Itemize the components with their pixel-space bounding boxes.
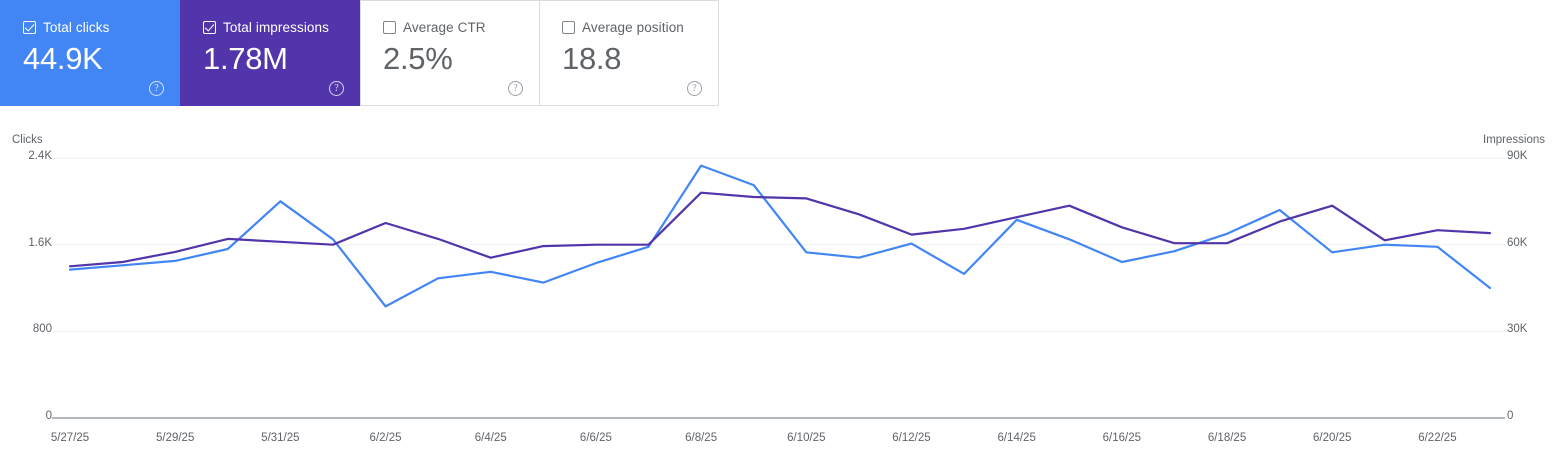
x-axis-tick-label: 6/4/25 (474, 432, 507, 444)
metric-value: 44.9K (23, 41, 103, 76)
x-axis-tick-label: 6/6/25 (579, 432, 612, 444)
left-axis-tick-label: 0 (45, 410, 52, 422)
help-icon[interactable]: ? (687, 81, 702, 96)
right-axis-title: Impressions (1483, 134, 1545, 146)
right-axis-tick-label: 30K (1507, 323, 1528, 336)
metric-header: Total clicks (23, 19, 158, 35)
x-axis-tick-label: 5/27/25 (50, 432, 90, 444)
checkbox-icon[interactable] (203, 20, 216, 34)
metric-cards-row: Total clicks 44.9K ? Total impressions 1… (0, 0, 719, 106)
checkbox-icon[interactable] (23, 20, 36, 34)
x-axis-tick-label: 6/12/25 (892, 432, 931, 444)
metric-label: Total clicks (43, 19, 110, 35)
help-icon[interactable]: ? (149, 81, 164, 96)
x-axis-tick-label: 6/10/25 (787, 432, 826, 444)
metric-header: Average CTR (383, 19, 517, 35)
x-axis-tick-label: 5/31/25 (261, 432, 300, 444)
x-axis-tick-label: 6/16/25 (1102, 432, 1142, 444)
help-icon[interactable]: ? (508, 81, 523, 96)
left-axis-title: Clicks (12, 134, 43, 146)
metric-header: Average position (562, 19, 696, 35)
x-axis-tick-label: 6/22/25 (1418, 432, 1457, 444)
series-line-impressions (68, 191, 1492, 268)
right-axis-tick-label: 60K (1507, 236, 1528, 249)
left-axis-tick-label: 800 (32, 323, 52, 336)
x-axis-tick-label: 6/8/25 (685, 432, 718, 444)
x-axis-tick-label: 5/29/25 (155, 432, 195, 444)
x-axis-tick-label: 6/2/25 (369, 432, 402, 444)
right-axis-tick-label: 0 (1507, 410, 1514, 422)
metric-card-total-impressions[interactable]: Total impressions 1.78M ? (180, 0, 361, 106)
x-axis-tick-label: 6/20/25 (1313, 432, 1352, 444)
checkbox-icon[interactable] (562, 20, 575, 34)
checkbox-icon[interactable] (383, 20, 396, 34)
metric-label: Total impressions (223, 19, 329, 35)
series-line-clicks (68, 164, 1492, 308)
left-axis-tick-label: 1.6K (28, 236, 52, 249)
x-axis-tick-label: 6/14/25 (997, 432, 1036, 444)
help-icon[interactable]: ? (329, 81, 344, 96)
chart-plot-svg (52, 157, 1505, 419)
metric-label: Average CTR (403, 19, 486, 35)
metric-card-total-clicks[interactable]: Total clicks 44.9K ? (0, 0, 181, 106)
performance-chart[interactable]: Clicks Impressions 2.4K 90K 1.6K 60K 800 30K 0… (0, 106, 1557, 471)
metric-label: Average position (582, 19, 684, 35)
metric-value: 1.78M (203, 41, 288, 76)
left-axis-tick-label: 2.4K (28, 150, 52, 162)
metric-card-average-ctr[interactable]: Average CTR 2.5% ? (360, 0, 540, 106)
metric-value: 18.8 (562, 41, 622, 76)
x-axis-tick-label: 6/18/25 (1207, 432, 1247, 444)
metric-card-average-position[interactable]: Average position 18.8 ? (539, 0, 719, 106)
right-axis-tick-label: 90K (1507, 150, 1528, 162)
metric-value: 2.5% (383, 41, 453, 76)
metric-header: Total impressions (203, 19, 338, 35)
